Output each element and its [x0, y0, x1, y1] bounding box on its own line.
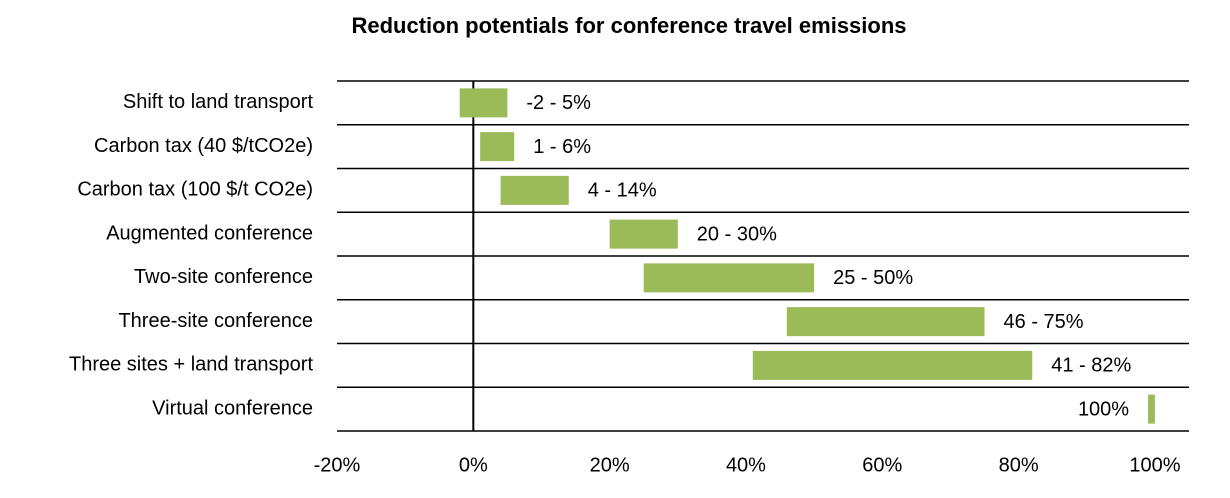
bar	[643, 263, 815, 293]
bar	[500, 175, 569, 205]
y-tick-label: Three sites + land transport	[69, 354, 313, 376]
value-label: 4 - 14%	[588, 180, 657, 202]
bar	[752, 350, 1033, 380]
y-tick-label: Two-site conference	[134, 266, 313, 288]
x-tick-label: 0%	[459, 454, 488, 476]
y-tick-label: Virtual conference	[152, 397, 313, 419]
x-tick-label: 100%	[1129, 454, 1180, 476]
value-label: 100%	[1078, 398, 1129, 420]
value-label: 46 - 75%	[1004, 311, 1084, 333]
y-tick-label: Augmented conference	[106, 222, 313, 244]
value-label: -2 - 5%	[526, 92, 591, 114]
x-tick-label: 60%	[862, 454, 902, 476]
x-tick-label: 20%	[590, 454, 630, 476]
x-tick-label: 80%	[999, 454, 1039, 476]
bar	[609, 219, 678, 249]
y-tick-label: Three-site conference	[118, 310, 313, 332]
value-label: 25 - 50%	[833, 267, 913, 289]
value-label: 41 - 82%	[1051, 355, 1131, 377]
bar	[786, 307, 985, 337]
bar	[459, 88, 508, 118]
x-tick-label: -20%	[314, 454, 361, 476]
chart-title: Reduction potentials for conference trav…	[351, 13, 906, 38]
value-label: 1 - 6%	[533, 136, 591, 158]
bar	[1148, 394, 1155, 424]
value-label: 20 - 30%	[697, 223, 777, 245]
y-tick-label: Shift to land transport	[123, 91, 314, 113]
x-tick-label: 40%	[726, 454, 766, 476]
bar	[480, 132, 515, 162]
y-tick-label: Carbon tax (100 $/t CO2e)	[77, 179, 313, 201]
y-tick-label: Carbon tax (40 $/tCO2e)	[94, 135, 313, 157]
